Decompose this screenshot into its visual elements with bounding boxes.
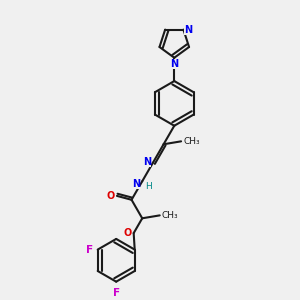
- Text: F: F: [112, 287, 120, 298]
- Text: N: N: [132, 179, 140, 189]
- Text: N: N: [143, 157, 151, 167]
- Text: H: H: [145, 182, 152, 191]
- Text: F: F: [86, 244, 93, 255]
- Text: O: O: [124, 228, 132, 238]
- Text: N: N: [184, 25, 193, 34]
- Text: CH₃: CH₃: [162, 211, 178, 220]
- Text: N: N: [170, 59, 178, 69]
- Text: CH₃: CH₃: [183, 137, 200, 146]
- Text: O: O: [107, 191, 115, 201]
